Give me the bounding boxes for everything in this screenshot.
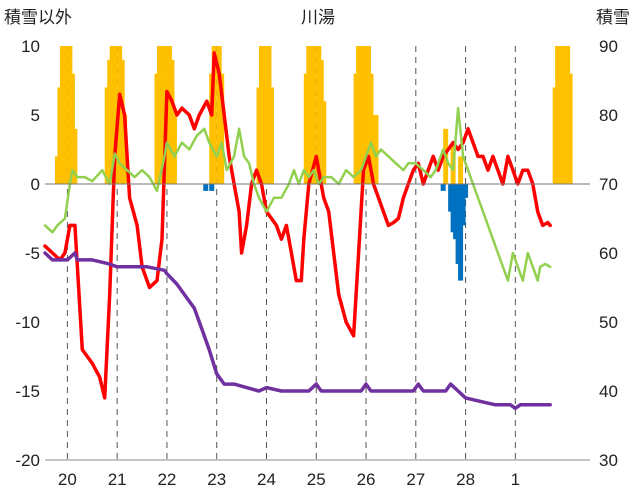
- y-right-tick-label: 70: [599, 175, 618, 194]
- y-left-tick-label: 5: [31, 106, 40, 125]
- bar: [463, 184, 469, 198]
- series-2: [43, 51, 552, 400]
- y-right-tick-label: 80: [599, 106, 618, 125]
- y-left-tick-label: -5: [25, 244, 40, 263]
- bar: [209, 184, 215, 191]
- x-tick-label-23: 23: [207, 470, 226, 489]
- axes: [45, 183, 590, 461]
- series-1: [203, 184, 469, 281]
- y-right-tick-label: 40: [599, 382, 618, 401]
- bar: [368, 73, 374, 184]
- y-left-axis-title: 積雪以外: [4, 8, 72, 28]
- x-tick-label-21: 21: [108, 470, 127, 489]
- bar: [171, 115, 177, 184]
- x-tick-label-1: 1: [511, 470, 520, 489]
- series-4: [43, 251, 552, 411]
- bar: [62, 46, 68, 184]
- series-line: [43, 251, 552, 411]
- bar: [361, 46, 367, 184]
- x-tick-label-22: 22: [157, 470, 176, 489]
- bar: [261, 46, 267, 184]
- y-left-tick-label: 0: [31, 175, 40, 194]
- x-tick-label-26: 26: [357, 470, 376, 489]
- x-tick-label-24: 24: [257, 470, 276, 489]
- bar: [321, 101, 327, 184]
- bar: [560, 46, 566, 184]
- y-left-tick-label: -10: [15, 313, 40, 332]
- series-layer: [43, 46, 573, 411]
- y-left-tick-label: 10: [21, 37, 40, 56]
- x-tick-label-25: 25: [307, 470, 326, 489]
- bar: [460, 184, 466, 226]
- bar: [72, 128, 78, 184]
- bar: [440, 184, 446, 191]
- y-right-tick-label: 60: [599, 244, 618, 263]
- series-line: [43, 51, 552, 400]
- x-tick-label-20: 20: [58, 470, 77, 489]
- bar: [203, 184, 209, 191]
- bar: [112, 46, 118, 184]
- y-right-tick-label: 50: [599, 313, 618, 332]
- y-left-tick-label: -20: [15, 451, 40, 470]
- x-tick-label-28: 28: [456, 470, 475, 489]
- y-left-tick-label: -15: [15, 382, 40, 401]
- bar: [311, 46, 317, 184]
- bar: [567, 73, 573, 184]
- y-right-tick-label: 30: [599, 451, 618, 470]
- x-tick-label-27: 27: [406, 470, 425, 489]
- bar: [458, 184, 464, 281]
- bar: [122, 115, 128, 184]
- bar: [219, 73, 225, 184]
- y-right-axis-title: 積雪: [596, 8, 630, 28]
- bar: [373, 115, 379, 184]
- chart-title: 川湯: [301, 8, 335, 28]
- bar: [458, 156, 464, 184]
- series-3: [43, 106, 552, 282]
- bar: [268, 87, 274, 184]
- y-right-tick-label: 90: [599, 37, 618, 56]
- series-line: [43, 106, 552, 282]
- bar: [211, 46, 217, 184]
